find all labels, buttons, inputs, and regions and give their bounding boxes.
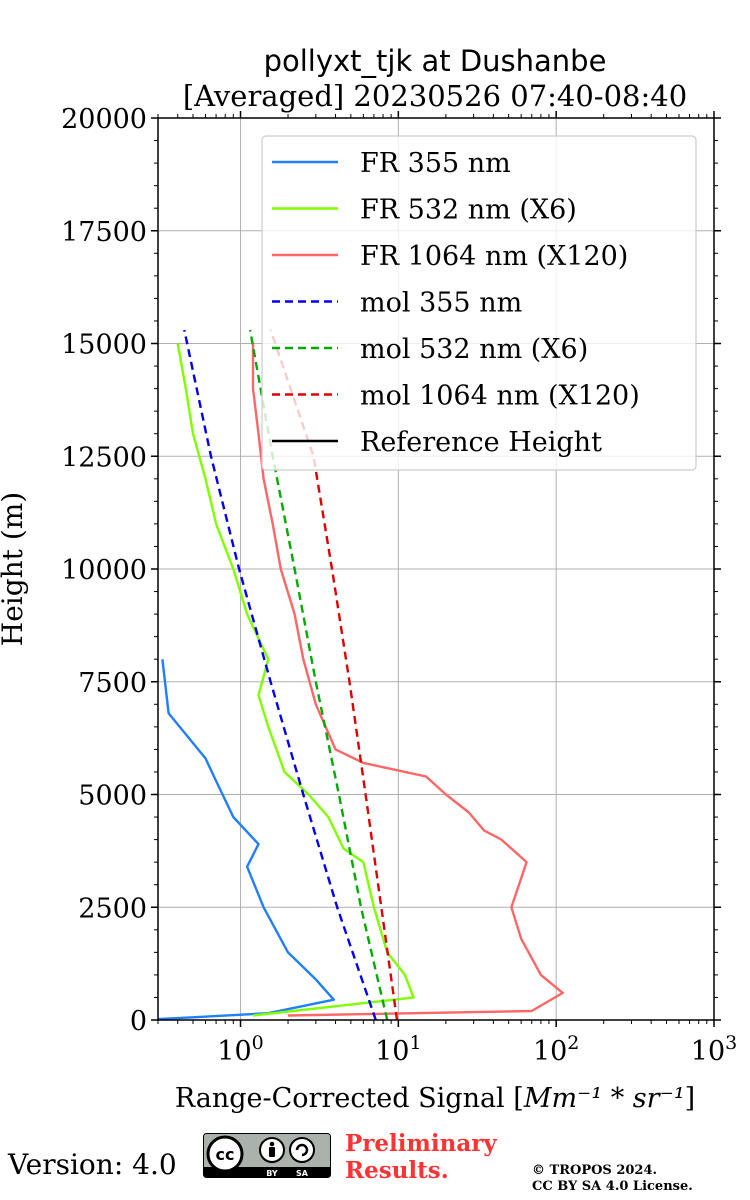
y-tick-label: 7500 [78,668,147,699]
svg-text:SA: SA [296,1169,309,1178]
y-tick-label: 20000 [61,104,147,135]
sa-icon [289,1137,315,1163]
y-tick-label: 12500 [61,442,147,473]
legend-label: mol 532 nm (X6) [360,334,588,365]
preliminary-line2: Results. [345,1157,449,1184]
series-line-mol-1064-nm-x120 [269,329,399,1021]
x-axis-label: Range-Corrected Signal [Mm⁻¹ * sr⁻¹] [175,1083,695,1114]
preliminary-line1: Preliminary [345,1130,497,1157]
y-tick-label: 15000 [61,330,147,361]
y-axis-label: Height (m) [0,492,29,646]
y-tick-label: 5000 [78,781,147,812]
series-line-mol-355-nm [183,329,377,1021]
y-tick-label: 2500 [78,893,147,924]
version-label: Version: 4.0 [8,1148,177,1181]
chart-title-line2: [Averaged] 20230526 07:40-08:40 [183,79,687,113]
series-line-fr-532-nm-x6 [176,343,415,1017]
svg-text:BY: BY [266,1169,278,1178]
legend-label: FR 355 nm [360,148,511,179]
legend-label: mol 1064 nm (X120) [360,381,640,412]
x-tick-label: 100 [217,1032,263,1067]
x-tick-label: 103 [691,1032,737,1067]
cc-license-badge: cc BY SA [203,1133,331,1178]
y-axis: 0 2500 5000 7500 10000 12500 15000 17500 20000 [61,104,721,1037]
legend-label: mol 355 nm [360,288,522,319]
svg-text:cc: cc [216,1145,235,1164]
series-line-fr-1064-nm-x120 [251,343,564,1017]
x-axis: 100 101 102 103 [217,111,737,1067]
y-tick-label: 10000 [61,555,147,586]
copyright-line2: CC BY SA 4.0 License. [532,1179,693,1194]
legend: FR 355 nm FR 532 nm (X6) FR 1064 nm (X120)… [261,135,697,471]
copyright-notice: © TROPOS 2024. CC BY SA 4.0 License. [532,1163,693,1195]
legend-label: FR 1064 nm (X120) [360,241,628,272]
y-tick-label: 17500 [61,217,147,248]
copyright-line1: © TROPOS 2024. [532,1163,658,1178]
y-tick-label: 0 [130,1006,147,1037]
legend-label: Reference Height [360,427,602,458]
series-line-fr-355-nm [157,659,335,1021]
legend-box [261,135,697,471]
x-tick-label: 101 [375,1032,421,1067]
x-tick-label: 102 [533,1032,579,1067]
legend-label: FR 532 nm (X6) [360,195,577,226]
chart-title-line1: pollyxt_tjk at Dushanbe [264,44,607,78]
preliminary-notice: Preliminary Results. [345,1130,497,1184]
cc-icon [206,1135,244,1173]
